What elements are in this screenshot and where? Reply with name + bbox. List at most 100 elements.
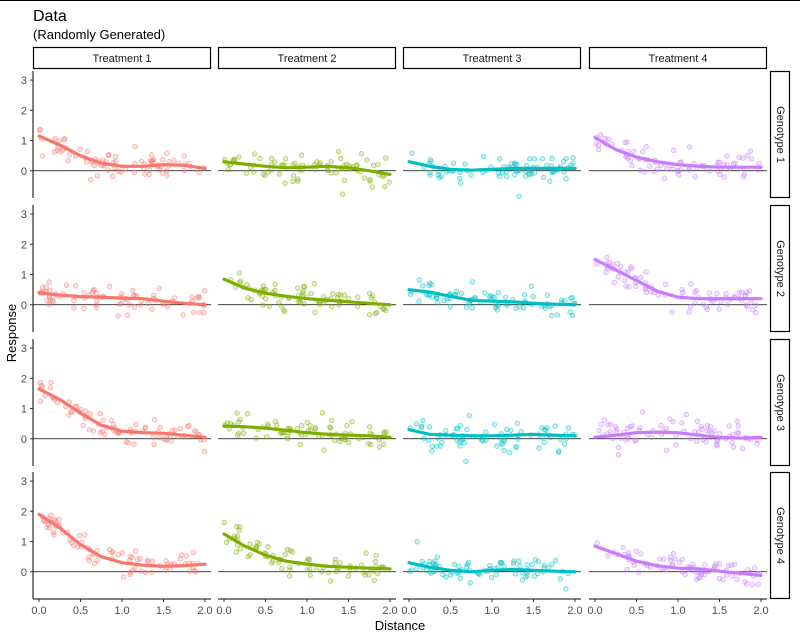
scatter-point bbox=[119, 291, 125, 297]
scatter-point bbox=[483, 437, 489, 443]
scatter-point bbox=[563, 586, 569, 592]
column-strip-treatment-3: Treatment 3 bbox=[402, 46, 582, 70]
scatter-point bbox=[428, 570, 434, 576]
scatter-point bbox=[409, 150, 415, 156]
scatter-point bbox=[354, 303, 361, 310]
scatter-point bbox=[301, 301, 307, 307]
scatter-point bbox=[298, 422, 305, 429]
row-strip-genotype-2: Genotype 2 bbox=[769, 204, 791, 333]
scatter-point bbox=[115, 552, 121, 558]
scatter-point bbox=[521, 292, 528, 298]
scatter-point bbox=[51, 149, 58, 155]
scatter-point bbox=[279, 565, 285, 572]
scatter-point bbox=[295, 285, 301, 291]
scatter-point bbox=[151, 417, 158, 423]
x-tick-label: 0.5 bbox=[73, 605, 88, 617]
scatter-point bbox=[245, 411, 251, 417]
scatter-point bbox=[549, 312, 555, 319]
trend-line bbox=[37, 134, 207, 170]
scatter-point bbox=[739, 289, 745, 295]
scatter-point bbox=[716, 306, 722, 312]
scatter-point bbox=[123, 439, 130, 445]
scatter-point bbox=[234, 523, 240, 530]
scatter-point bbox=[112, 153, 119, 160]
scatter-point bbox=[298, 152, 305, 159]
scatter-point bbox=[54, 147, 61, 154]
scatter-point bbox=[618, 264, 624, 270]
scatter-point bbox=[66, 537, 73, 543]
scatter-point bbox=[456, 175, 463, 182]
scatter-point bbox=[443, 574, 449, 580]
scatter-point bbox=[443, 427, 449, 434]
scatter-point bbox=[570, 160, 576, 166]
y-tick-label: 1 bbox=[21, 404, 27, 416]
scatter-point bbox=[728, 562, 735, 568]
scatter-point bbox=[185, 423, 191, 430]
scatter-point bbox=[37, 380, 43, 386]
scatter-point bbox=[282, 156, 289, 162]
scatter-point bbox=[142, 171, 148, 177]
scatter-point bbox=[717, 171, 723, 177]
scatter-point bbox=[337, 438, 343, 445]
panel-genotype-1-treatment-2 bbox=[218, 148, 396, 197]
scatter-point bbox=[366, 290, 373, 297]
y-axis-genotype-2: 0 1 2 3 bbox=[21, 205, 34, 332]
column-strip-label: Treatment 2 bbox=[278, 53, 337, 65]
scatter-point bbox=[369, 184, 376, 190]
y-tick-label: 0 bbox=[21, 567, 27, 579]
scatter-point bbox=[54, 399, 60, 406]
scatter-point bbox=[739, 445, 746, 452]
scatter-point bbox=[711, 428, 718, 434]
scatter-point bbox=[740, 173, 747, 180]
scatter-point bbox=[624, 425, 631, 432]
scatter-point bbox=[48, 512, 54, 518]
scatter-point bbox=[80, 422, 86, 429]
scatter-point bbox=[433, 295, 440, 302]
scatter-point bbox=[725, 301, 731, 308]
scatter-point bbox=[621, 277, 628, 284]
scatter-point bbox=[224, 420, 230, 426]
scatter-point bbox=[670, 147, 677, 154]
scatter-point bbox=[408, 567, 415, 573]
column-strip-label: Treatment 3 bbox=[463, 53, 522, 65]
scatter-point bbox=[490, 294, 496, 300]
x-tick-label: 2.0 bbox=[753, 605, 768, 617]
scatter-point bbox=[332, 560, 338, 566]
scatter-point bbox=[367, 176, 373, 183]
y-tick-label: 2 bbox=[21, 373, 27, 385]
scatter-point bbox=[240, 430, 247, 437]
scatter-point bbox=[358, 151, 365, 157]
scatter-point bbox=[556, 448, 562, 454]
scatter-point bbox=[492, 304, 499, 311]
scatter-point bbox=[669, 309, 675, 315]
scatter-point bbox=[93, 304, 99, 311]
scatter-point bbox=[164, 303, 171, 310]
scatter-point bbox=[278, 303, 284, 309]
y-tick-label: 2 bbox=[21, 506, 27, 518]
scatter-point bbox=[480, 153, 487, 160]
scatter-point bbox=[512, 161, 518, 168]
scatter-point bbox=[435, 300, 441, 306]
scatter-point bbox=[686, 144, 693, 150]
y-tick-label: 3 bbox=[21, 75, 27, 87]
panel-genotype-1-treatment-4 bbox=[589, 132, 767, 181]
scatter-point bbox=[680, 289, 686, 296]
scatter-point bbox=[427, 169, 433, 176]
scatter-point bbox=[593, 140, 599, 147]
scatter-point bbox=[753, 310, 759, 316]
scatter-point bbox=[339, 191, 346, 197]
scatter-point bbox=[595, 146, 602, 153]
scatter-point bbox=[416, 277, 423, 283]
scatter-point bbox=[364, 157, 370, 163]
scatter-point bbox=[318, 569, 325, 575]
scatter-point bbox=[729, 439, 735, 446]
scatter-point bbox=[131, 304, 138, 310]
x-tick-label: 1.5 bbox=[341, 605, 356, 617]
scatter-point bbox=[138, 158, 145, 164]
scatter-point bbox=[676, 559, 683, 566]
scatter-point bbox=[251, 151, 258, 157]
scatter-point bbox=[108, 417, 115, 424]
scatter-point bbox=[48, 379, 54, 385]
scatter-point bbox=[497, 156, 503, 162]
scatter-point bbox=[290, 178, 296, 185]
